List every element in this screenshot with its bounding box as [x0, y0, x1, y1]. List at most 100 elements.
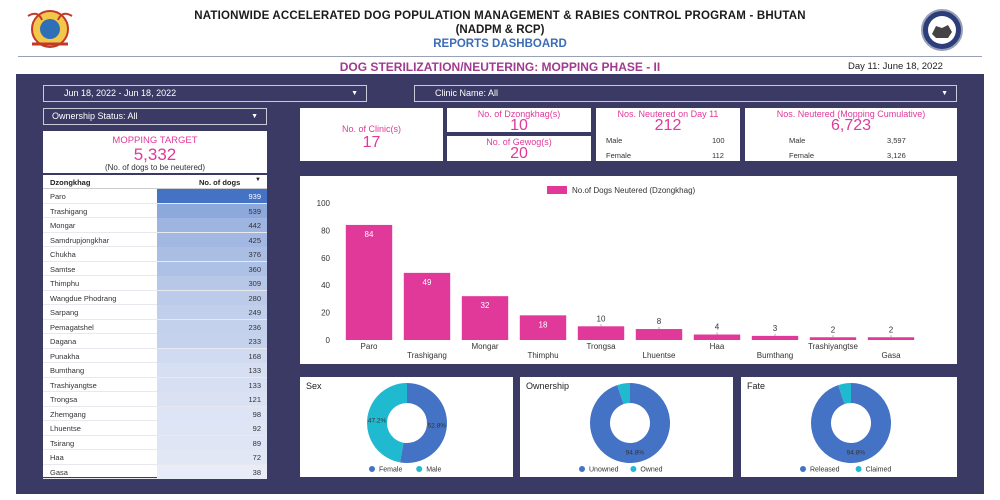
- legend-dot: [855, 466, 862, 472]
- slice-released[interactable]: [811, 383, 891, 463]
- bar-value-label: 8: [657, 317, 662, 326]
- table-row[interactable]: Zhemgang 98: [43, 406, 267, 421]
- clinic-value: Clinic Name: All: [435, 88, 499, 98]
- table-row[interactable]: Samtse 360: [43, 261, 267, 276]
- table-row[interactable]: Thimphu 309: [43, 276, 267, 291]
- x-tick-label: Paro: [361, 342, 378, 351]
- slice-claimed[interactable]: [838, 383, 851, 405]
- col-dogs-header[interactable]: No. of dogs: [199, 178, 241, 187]
- dzongkhag-table: Dzongkhag No. of dogs ▼ Paro 939 Trashigan…: [43, 175, 267, 479]
- dog-count: 121: [248, 395, 261, 404]
- col-dzongkhag-header[interactable]: Dzongkhag: [50, 178, 91, 187]
- heat-bar: [157, 276, 267, 290]
- dog-count: 38: [252, 467, 261, 477]
- fate-donut-chart: 94.8% Released Claimed: [800, 383, 891, 474]
- table-row[interactable]: Wangdue Phodrang 280: [43, 290, 267, 305]
- table-row[interactable]: Haa 72: [43, 450, 267, 465]
- day11-value: 212: [654, 117, 682, 134]
- y-tick-label: 20: [321, 309, 330, 318]
- dashboard-title: REPORTS DASHBOARD: [433, 38, 567, 50]
- legend-swatch: [547, 186, 567, 194]
- table-row[interactable]: Lhuentse 92: [43, 421, 267, 436]
- cumulative-female-value: 3,126: [887, 151, 906, 160]
- y-tick-label: 40: [321, 281, 330, 290]
- dzongkhag-name: Pemagatshel: [50, 322, 94, 332]
- x-tick-label: Haa: [710, 342, 725, 351]
- bar-value-label: 32: [481, 301, 490, 310]
- table-row[interactable]: Tsirang 89: [43, 435, 267, 450]
- heat-bar: [157, 218, 267, 232]
- clinics-value: 17: [362, 134, 381, 151]
- slice-owned[interactable]: [617, 383, 630, 405]
- x-tick-label: Gasa: [881, 351, 901, 360]
- bar-lhuentse[interactable]: [635, 329, 683, 340]
- bar-haa[interactable]: [693, 334, 741, 340]
- legend-dot: [369, 466, 375, 472]
- fate-pie-title: Fate: [747, 381, 766, 391]
- clinic-dropdown[interactable]: Clinic Name: All ▼: [414, 85, 957, 102]
- table-row[interactable]: Chukha 376: [43, 247, 267, 262]
- dzongkhags-label: No. of Dzongkhag(s): [477, 109, 561, 119]
- bar-bumthang[interactable]: [751, 335, 799, 340]
- table-row[interactable]: Trashigang 539: [43, 203, 267, 218]
- dzongkhag-name: Trashigang: [50, 206, 88, 216]
- table-row[interactable]: Trongsa 121: [43, 392, 267, 407]
- dog-count: 442: [248, 221, 261, 230]
- x-tick-label: Thimphu: [527, 351, 558, 360]
- bar-trashiyangtse[interactable]: [809, 337, 857, 340]
- ownership-dropdown[interactable]: Ownership Status: All ▼: [43, 108, 267, 125]
- table-row[interactable]: Trashiyangtse 133: [43, 377, 267, 392]
- heat-bar: [157, 189, 267, 203]
- ownership-value: Ownership Status: All: [52, 111, 138, 121]
- cumulative-label: Nos. Neutered (Mopping Cumulative): [776, 109, 926, 119]
- x-tick-label: Lhuentse: [643, 351, 676, 360]
- gewogs-label: No. of Gewog(s): [486, 137, 552, 147]
- heat-bar: [157, 435, 267, 450]
- bar-gasa[interactable]: [867, 337, 915, 340]
- slice-unowned[interactable]: [590, 383, 670, 463]
- dog-count: 233: [248, 337, 261, 346]
- table-row[interactable]: Samdrupjongkhar 425: [43, 232, 267, 247]
- bar-paro[interactable]: [345, 224, 393, 340]
- sort-desc-icon[interactable]: ▼: [255, 177, 261, 183]
- dzongkhag-name: Samtse: [50, 264, 76, 274]
- bar-trongsa[interactable]: [577, 326, 625, 340]
- x-tick-label: Mongar: [471, 342, 498, 351]
- bar-chart: No.of Dogs Neutered (Dzongkhag) 0 20 40 60 80…: [317, 186, 915, 360]
- bhutan-emblem-logo: [18, 6, 82, 52]
- table-row[interactable]: Sarpang 249: [43, 305, 267, 320]
- legend-label: Male: [426, 467, 441, 474]
- bar-trashigang[interactable]: [403, 272, 451, 340]
- dog-count: 309: [248, 279, 261, 288]
- dzongkhag-name: Thimphu: [50, 279, 80, 288]
- table-row[interactable]: Mongar 442: [43, 218, 267, 233]
- date-range-dropdown[interactable]: Jun 18, 2022 - Jun 18, 2022 ▼: [43, 85, 367, 102]
- bar-thimphu[interactable]: [519, 315, 567, 340]
- slice-male[interactable]: [367, 383, 407, 463]
- dzongkhag-name: Tsirang: [50, 438, 75, 448]
- legend-label: Female: [379, 467, 402, 474]
- dog-count: 280: [248, 293, 261, 303]
- table-row[interactable]: Gasa 38: [43, 464, 267, 479]
- legend-dot: [579, 466, 585, 472]
- bar-value-label: 18: [539, 320, 548, 329]
- x-tick-label: Trashiyangtse: [808, 342, 859, 351]
- slice-female[interactable]: [399, 383, 447, 463]
- day11-female-label: Female: [606, 151, 632, 160]
- mopping-target-value: 5,332: [133, 145, 177, 164]
- dog-count: 133: [248, 380, 261, 390]
- dzongkhag-name: Paro: [50, 192, 66, 201]
- dog-count: 92: [252, 424, 261, 433]
- cumulative-value: 6,723: [830, 117, 872, 134]
- table-row[interactable]: Pemagatshel 236: [43, 319, 267, 334]
- table-row[interactable]: Dagana 233: [43, 334, 267, 349]
- fate-pie-card: Fate 94.8% Released Claimed: [741, 377, 957, 477]
- table-row[interactable]: Paro 939: [43, 189, 267, 204]
- dzongkhags-card: No. of Dzongkhag(s) 10: [447, 108, 591, 134]
- table-row[interactable]: Punakha 168: [43, 348, 267, 363]
- y-tick-label: 100: [317, 199, 331, 208]
- table-header: Dzongkhag No. of dogs ▼: [43, 175, 267, 189]
- table-row[interactable]: Bumthang 133: [43, 363, 267, 378]
- bar-mongar[interactable]: [461, 296, 509, 340]
- legend-dot: [630, 466, 637, 472]
